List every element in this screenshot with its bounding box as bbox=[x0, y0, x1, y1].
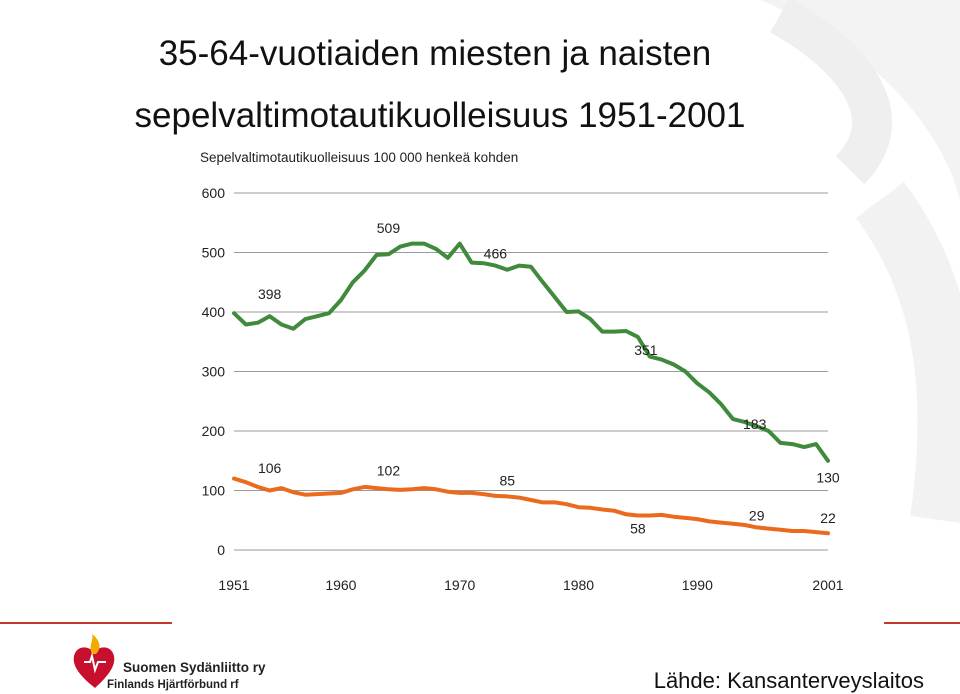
x-tick-label: 1960 bbox=[325, 577, 356, 593]
y-tick-label: 400 bbox=[202, 304, 226, 320]
data-label: 102 bbox=[377, 462, 401, 478]
footer-divider-right bbox=[884, 622, 960, 624]
y-axis-title: Sepelvaltimotautikuolleisuus 100 000 hen… bbox=[200, 150, 518, 165]
data-label: 509 bbox=[377, 220, 401, 236]
x-tick-label: 1970 bbox=[444, 577, 475, 593]
logo-text-swedish: Finlands Hjärtförbund rf bbox=[107, 679, 239, 691]
heart-logo-icon bbox=[73, 634, 115, 688]
x-tick-label: 2001 bbox=[812, 577, 843, 593]
logo-text-finnish: Suomen Sydänliitto ry bbox=[123, 660, 266, 675]
data-label: 85 bbox=[499, 472, 515, 488]
data-label: 466 bbox=[484, 246, 508, 262]
x-tick-label: 1980 bbox=[563, 577, 594, 593]
y-tick-label: 0 bbox=[217, 542, 225, 558]
data-label: 130 bbox=[816, 470, 840, 486]
data-label: 22 bbox=[820, 510, 836, 526]
data-label: 58 bbox=[630, 520, 646, 536]
footer-divider-left bbox=[0, 622, 172, 624]
title-line-2: sepelvaltimotautikuolleisuus 1951-2001 bbox=[134, 96, 746, 135]
mortality-line-chart: Sepelvaltimotautikuolleisuus 100 000 hen… bbox=[200, 150, 844, 593]
x-tick-label: 1951 bbox=[218, 577, 249, 593]
y-tick-label: 500 bbox=[202, 245, 226, 261]
y-tick-label: 100 bbox=[202, 483, 226, 499]
data-label: 183 bbox=[743, 416, 767, 432]
data-label: 398 bbox=[258, 286, 282, 302]
y-tick-label: 300 bbox=[202, 364, 226, 380]
title-line-1: 35-64-vuotiaiden miesten ja naisten bbox=[158, 34, 712, 73]
data-label: 351 bbox=[634, 342, 658, 358]
data-label: 29 bbox=[749, 508, 765, 524]
men-line bbox=[232, 241, 830, 463]
source-note: Lähde: Kansanterveyslaitos bbox=[653, 668, 924, 693]
y-tick-label: 200 bbox=[202, 423, 226, 439]
data-label: 106 bbox=[258, 460, 282, 476]
women-line bbox=[232, 476, 830, 536]
x-tick-label: 1990 bbox=[682, 577, 713, 593]
y-tick-label: 600 bbox=[202, 185, 226, 201]
